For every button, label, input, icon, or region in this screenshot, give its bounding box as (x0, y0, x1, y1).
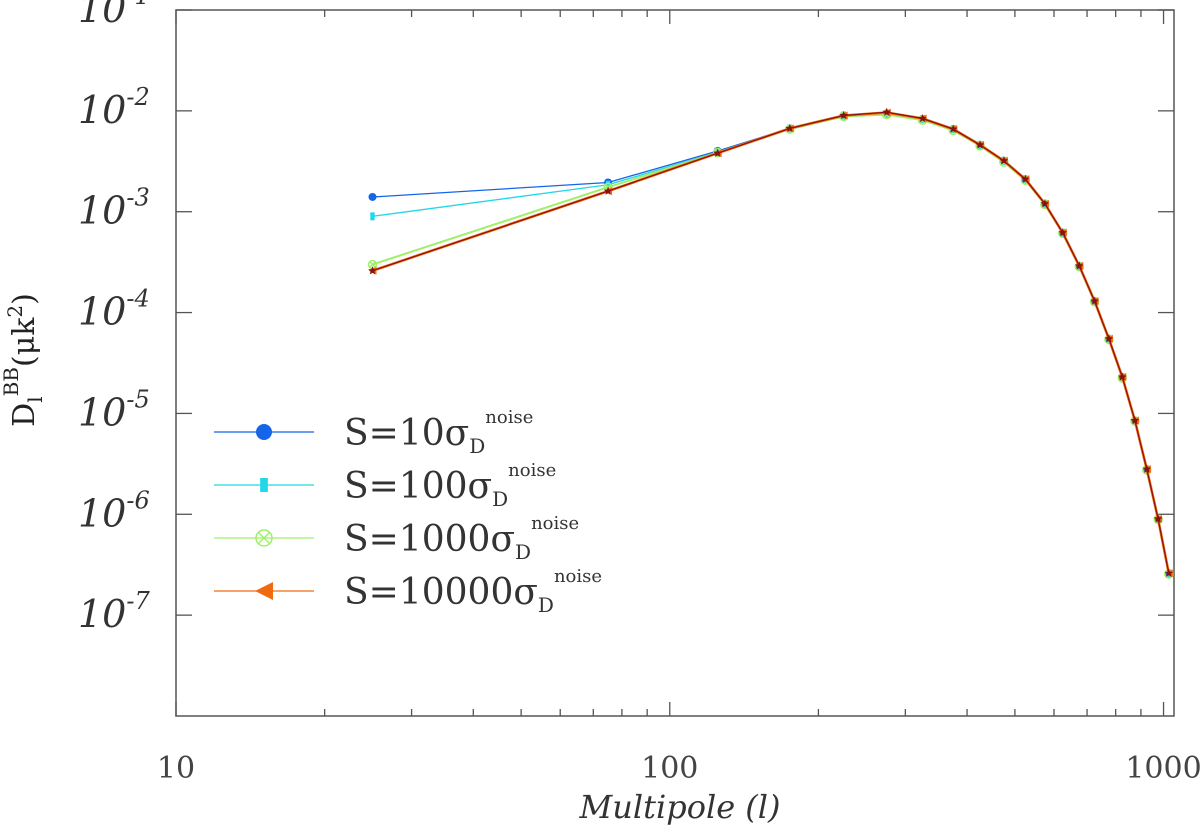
x-tick-label: 10 (157, 751, 195, 786)
data-point (1040, 199, 1050, 208)
series-layer (367, 107, 1174, 579)
data-point (1118, 372, 1127, 381)
y-label-sub: l (23, 396, 47, 402)
data-point (882, 107, 891, 116)
y-tick-label: 10-3 (78, 184, 150, 233)
data-point (1058, 228, 1067, 237)
y-tick-label: 10-6 (78, 486, 150, 535)
data-point (1021, 174, 1030, 183)
y-tick-label: 10-2 (78, 83, 150, 132)
legend-label: S=1000σDnoise (344, 513, 579, 564)
y-axis-ticks: 10-1 10-2 10-3 10-4 10-5 10-6 10-7 (78, 0, 1174, 636)
data-point (1090, 296, 1099, 305)
y-tick-label: 10-7 (78, 587, 150, 636)
x-axis-label: Multipole (l) (579, 788, 781, 826)
x-axis-ticks: 10 100 1000 (157, 10, 1200, 786)
x-tick-label: 100 (641, 751, 698, 786)
data-point (368, 192, 377, 201)
data-point (1075, 261, 1084, 270)
data-point (605, 180, 611, 189)
data-point (839, 111, 848, 120)
data-point (918, 114, 927, 123)
legend-item-1: S=10σDnoise (214, 407, 533, 458)
data-point (603, 186, 613, 195)
data-point (1130, 416, 1140, 425)
y-label-rest: (μk (7, 317, 42, 367)
data-point (255, 529, 273, 547)
data-point (255, 582, 273, 600)
y-label-sup: BB (0, 367, 23, 396)
series-3 (367, 109, 1174, 579)
data-point (713, 148, 722, 157)
data-point (260, 478, 268, 492)
data-point (256, 424, 272, 440)
y-label-close: ) (7, 293, 42, 305)
series-1 (368, 109, 1173, 578)
legend-item-3: S=1000σDnoise (214, 513, 579, 564)
legend-item-2: S=100σDnoise (214, 460, 556, 511)
legend-item-4: S=10000σDnoise (214, 566, 602, 617)
data-point (1153, 514, 1163, 523)
legend-label: S=10σDnoise (344, 407, 533, 458)
legend: S=10σDnoiseS=100σDnoiseS=1000σDnoiseS=10… (214, 407, 602, 617)
data-point (370, 212, 375, 221)
y-label-unit-sup: 2 (3, 305, 27, 318)
legend-label: S=10000σDnoise (344, 566, 602, 617)
y-axis-label: DlBB(μk2) (0, 293, 47, 427)
data-point (975, 140, 985, 149)
data-point (948, 124, 958, 133)
data-point (1142, 464, 1152, 473)
series-reference (368, 107, 1174, 577)
y-tick-label: 10-5 (78, 385, 150, 434)
data-point (368, 266, 377, 275)
y-tick-label: 10-4 (78, 285, 150, 334)
x-tick-label: 1000 (1125, 751, 1200, 786)
data-point (785, 123, 795, 132)
data-point (999, 156, 1009, 165)
y-label-main: D (7, 403, 42, 427)
data-point (1164, 568, 1174, 577)
legend-label: S=100σDnoise (344, 460, 556, 511)
plot-frame (175, 9, 1175, 717)
series-2 (370, 109, 1172, 578)
data-point (1104, 334, 1114, 343)
y-tick-label: 10-1 (78, 0, 150, 31)
